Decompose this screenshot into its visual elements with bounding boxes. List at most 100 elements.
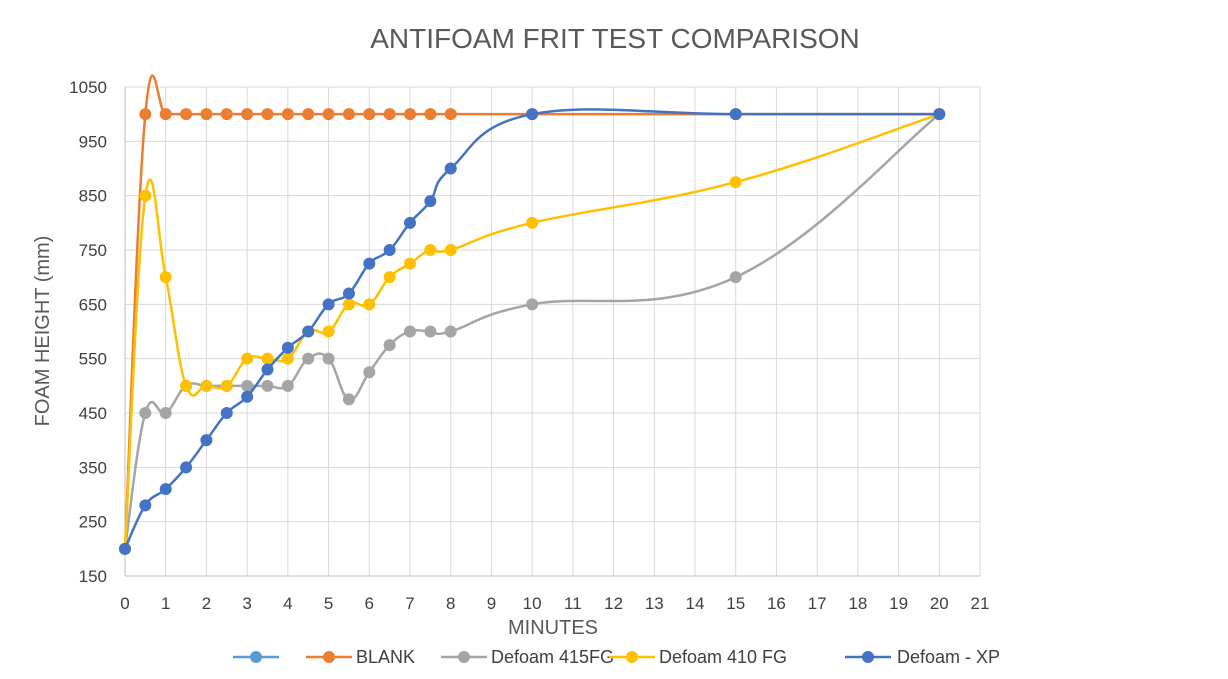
- x-tick-label: 3: [242, 594, 251, 613]
- legend-marker: [323, 651, 335, 663]
- x-tick-label: 18: [848, 594, 867, 613]
- data-point: [933, 108, 946, 121]
- legend-label: Defoam 410 FG: [659, 647, 787, 667]
- data-point: [220, 407, 233, 419]
- data-point: [424, 244, 437, 256]
- chart-title: ANTIFOAM FRIT TEST COMPARISON: [370, 23, 860, 54]
- data-point: [281, 352, 294, 365]
- data-point: [363, 108, 376, 121]
- data-point: [159, 271, 172, 284]
- data-point: [526, 298, 539, 311]
- data-point: [180, 461, 193, 474]
- legend-label: BLANK: [356, 647, 415, 667]
- x-tick-label: 4: [283, 594, 292, 613]
- data-point: [241, 390, 254, 403]
- legend: BLANK Defoam 415FG Defoam 410 FG Defoam - X…: [233, 647, 1000, 667]
- data-point: [729, 271, 742, 284]
- data-point: [444, 244, 457, 256]
- data-point: [322, 298, 335, 311]
- y-tick-label: 450: [79, 404, 107, 423]
- data-point: [444, 162, 457, 175]
- data-point: [241, 352, 254, 365]
- data-point: [261, 108, 274, 121]
- data-point: [342, 393, 355, 406]
- y-tick-labels: 150 250 350 450 550 650 750 850 950 1050: [69, 78, 107, 586]
- legend-item-1: BLANK: [306, 647, 415, 667]
- legend-marker: [862, 651, 874, 663]
- data-point: [281, 108, 294, 121]
- data-point: [220, 108, 233, 121]
- data-point: [383, 271, 396, 284]
- data-point: [444, 108, 457, 121]
- data-point: [200, 434, 213, 447]
- x-tick-label: 7: [405, 594, 414, 613]
- data-point: [342, 287, 355, 300]
- x-tick-label: 11: [564, 594, 582, 613]
- legend-marker: [250, 651, 262, 663]
- x-tick-label: 12: [604, 594, 623, 613]
- data-point: [139, 189, 152, 202]
- data-point: [261, 379, 274, 392]
- x-tick-label: 2: [202, 594, 211, 613]
- legend-item-4: Defoam - XP: [845, 647, 1000, 667]
- x-tick-label: 6: [365, 594, 374, 613]
- x-tick-label: 13: [645, 594, 664, 613]
- y-tick-label: 650: [79, 295, 107, 314]
- data-point: [404, 257, 416, 270]
- data-point: [444, 325, 457, 338]
- data-point: [159, 483, 172, 496]
- data-point: [342, 108, 355, 121]
- data-point: [729, 176, 742, 189]
- legend-marker: [626, 651, 638, 663]
- x-tick-label: 21: [971, 594, 990, 613]
- x-tick-label: 20: [930, 594, 949, 613]
- x-tick-label: 0: [120, 594, 129, 613]
- data-point: [200, 379, 213, 392]
- data-point: [119, 542, 131, 555]
- legend-item-0: [233, 651, 279, 663]
- x-tick-label: 15: [726, 594, 745, 613]
- data-point: [281, 379, 294, 392]
- x-tick-label: 17: [808, 594, 827, 613]
- legend-item-3: Defoam 410 FG: [609, 647, 787, 667]
- data-point: [302, 352, 315, 365]
- data-point: [302, 108, 315, 121]
- series-layer: [119, 74, 946, 555]
- data-point: [363, 298, 376, 311]
- legend-item-2: Defoam 415FG: [441, 647, 614, 667]
- data-point: [261, 363, 274, 376]
- data-point: [729, 108, 742, 121]
- data-point: [139, 407, 152, 419]
- x-axis-title: MINUTES: [508, 617, 598, 639]
- x-tick-label: 8: [446, 594, 455, 613]
- data-point: [383, 108, 396, 121]
- data-point: [139, 108, 152, 121]
- x-tick-label: 14: [686, 594, 705, 613]
- gridlines: [124, 86, 981, 577]
- data-point: [180, 379, 193, 392]
- data-point: [302, 325, 315, 338]
- data-point: [322, 325, 335, 338]
- y-tick-label: 250: [79, 513, 107, 532]
- y-tick-label: 1050: [69, 78, 107, 97]
- legend-label: Defoam 415FG: [491, 647, 614, 667]
- data-point: [404, 216, 416, 229]
- data-point: [404, 325, 416, 338]
- legend-label: Defoam - XP: [897, 647, 1000, 667]
- x-tick-label: 10: [523, 594, 542, 613]
- data-point: [200, 108, 213, 121]
- y-tick-label: 750: [79, 241, 107, 260]
- x-tick-label: 9: [487, 594, 496, 613]
- y-tick-label: 950: [79, 132, 107, 151]
- data-point: [322, 108, 335, 121]
- data-point: [424, 195, 437, 208]
- data-point: [281, 341, 294, 354]
- legend-marker: [458, 651, 470, 663]
- y-axis-title: FOAM HEIGHT (mm): [32, 236, 54, 427]
- y-tick-label: 150: [79, 567, 107, 586]
- data-point: [383, 339, 396, 352]
- x-tick-label: 5: [324, 594, 333, 613]
- data-point: [220, 379, 233, 392]
- x-tick-label: 1: [161, 594, 170, 613]
